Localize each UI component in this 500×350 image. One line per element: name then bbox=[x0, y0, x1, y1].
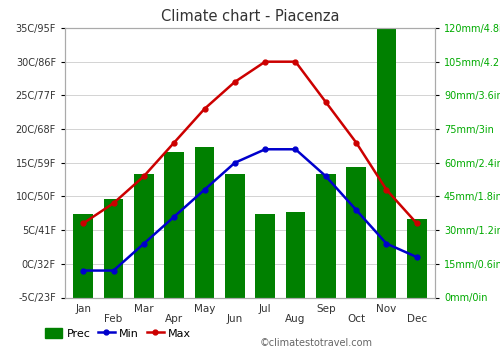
Min bbox=[292, 147, 298, 151]
Max bbox=[323, 100, 329, 104]
Max bbox=[414, 221, 420, 225]
Max bbox=[384, 188, 390, 192]
Max bbox=[232, 80, 238, 84]
Bar bbox=[225, 174, 244, 298]
Max bbox=[80, 221, 86, 225]
Max bbox=[292, 60, 298, 64]
Text: Dec: Dec bbox=[406, 314, 427, 324]
Text: Mar: Mar bbox=[134, 303, 154, 314]
Text: Sep: Sep bbox=[316, 303, 336, 314]
Bar bbox=[256, 215, 275, 298]
Bar bbox=[407, 219, 426, 298]
Bar bbox=[286, 212, 306, 298]
Min bbox=[353, 208, 359, 212]
Min bbox=[171, 215, 177, 219]
Bar bbox=[194, 147, 214, 298]
Bar bbox=[104, 199, 124, 298]
Max bbox=[110, 201, 116, 205]
Min bbox=[384, 241, 390, 246]
Min bbox=[110, 268, 116, 273]
Text: Nov: Nov bbox=[376, 303, 396, 314]
Text: Jun: Jun bbox=[226, 314, 243, 324]
Min bbox=[232, 161, 238, 165]
Min bbox=[141, 241, 147, 246]
Min bbox=[80, 268, 86, 273]
Text: Oct: Oct bbox=[347, 314, 365, 324]
Max bbox=[202, 107, 207, 111]
Line: Min: Min bbox=[81, 147, 419, 273]
Bar bbox=[164, 152, 184, 298]
Min bbox=[323, 174, 329, 179]
Min bbox=[262, 147, 268, 151]
Bar bbox=[376, 28, 396, 298]
Text: Aug: Aug bbox=[286, 314, 306, 324]
Bar bbox=[346, 167, 366, 298]
Text: Jul: Jul bbox=[259, 303, 272, 314]
Text: Feb: Feb bbox=[104, 314, 122, 324]
Text: May: May bbox=[194, 303, 215, 314]
Min bbox=[414, 255, 420, 259]
Line: Max: Max bbox=[81, 59, 419, 226]
Title: Climate chart - Piacenza: Climate chart - Piacenza bbox=[161, 9, 339, 24]
Text: Jan: Jan bbox=[75, 303, 91, 314]
Bar bbox=[316, 174, 336, 298]
Legend: Prec, Min, Max: Prec, Min, Max bbox=[41, 323, 196, 343]
Text: Apr: Apr bbox=[165, 314, 183, 324]
Min bbox=[202, 188, 207, 192]
Bar bbox=[134, 174, 154, 298]
Max bbox=[141, 174, 147, 179]
Text: ©climatestotravel.com: ©climatestotravel.com bbox=[260, 338, 373, 349]
Max bbox=[262, 60, 268, 64]
Max bbox=[171, 140, 177, 145]
Max bbox=[353, 140, 359, 145]
Bar bbox=[74, 215, 93, 298]
